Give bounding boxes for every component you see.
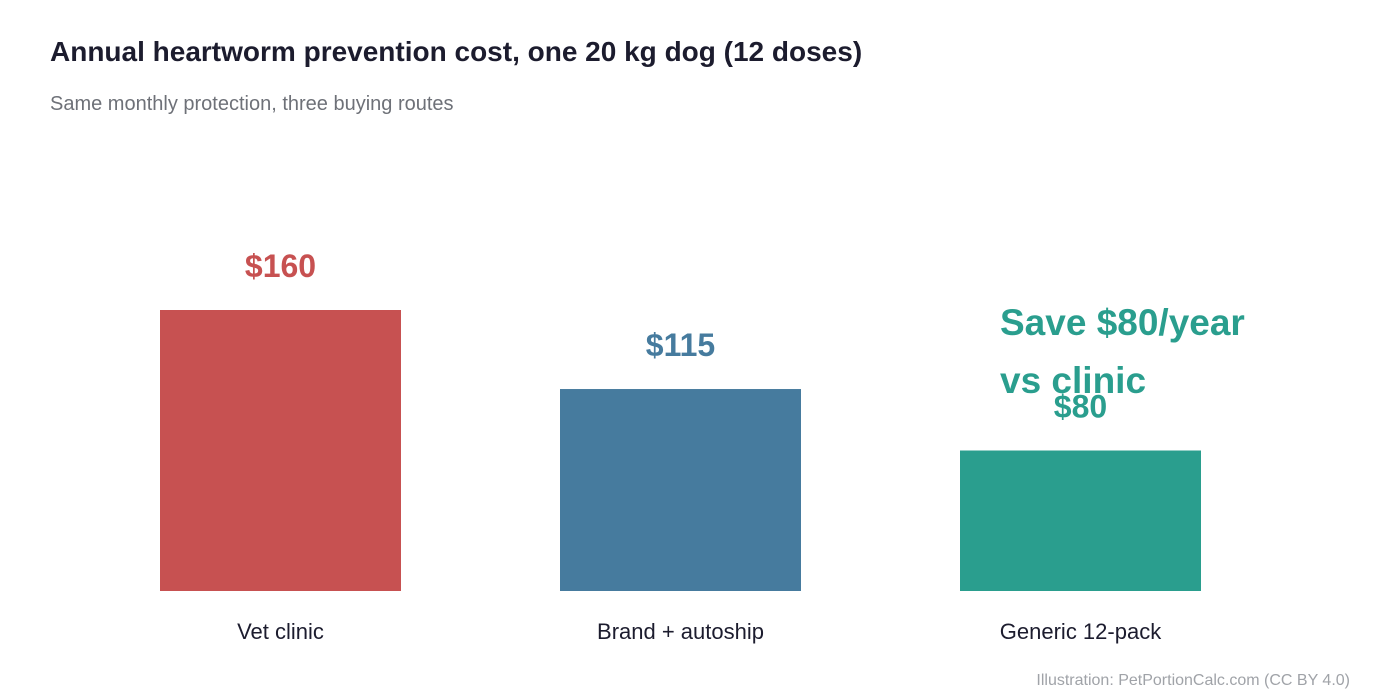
annotation-line-1: vs clinic bbox=[1000, 360, 1146, 401]
category-label-2: Generic 12-pack bbox=[1000, 619, 1162, 644]
chart-subtitle: Same monthly protection, three buying ro… bbox=[50, 93, 454, 115]
category-label-0: Vet clinic bbox=[237, 619, 324, 644]
category-label-1: Brand + autoship bbox=[597, 619, 764, 644]
value-label-1: $115 bbox=[646, 327, 715, 363]
value-label-2: $80 bbox=[1054, 389, 1107, 425]
bar-0 bbox=[160, 310, 401, 591]
value-label-0: $160 bbox=[245, 248, 316, 284]
footer-credit: Illustration: PetPortionCalc.com (CC BY … bbox=[1036, 672, 1350, 689]
annotation-line-0: Save $80/year bbox=[1000, 302, 1245, 343]
bar-1 bbox=[560, 389, 801, 591]
chart-title: Annual heartworm prevention cost, one 20… bbox=[50, 36, 863, 67]
bar-2 bbox=[960, 450, 1201, 591]
